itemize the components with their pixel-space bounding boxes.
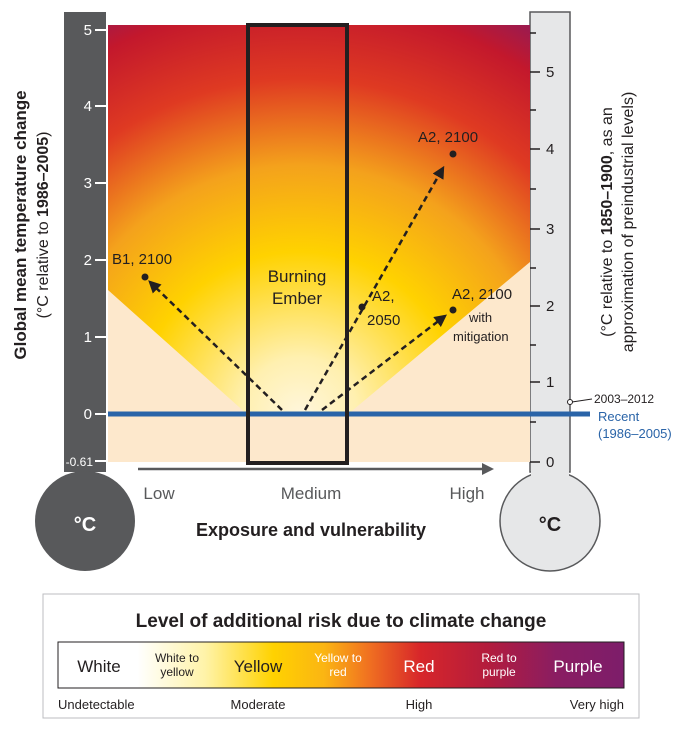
left-bulb-label: °C — [74, 514, 96, 536]
legend-level-red-to-purple: purple — [482, 665, 516, 679]
x-axis-arrowhead — [482, 463, 494, 475]
right-axis-title-line1: (°C relative to 1850–1900, as an — [599, 107, 616, 337]
x-tick-low: Low — [143, 484, 175, 503]
scenario-label-a2-2050: A2, — [372, 288, 395, 305]
scenario-label-a2-2100-mitigation: A2, 2100 — [452, 286, 512, 303]
point-a2-2050 — [358, 303, 366, 311]
left-tick-marks — [95, 29, 106, 462]
arrow-a2-2100 — [303, 165, 445, 411]
left-tick-label: 3 — [84, 175, 92, 192]
callout-leader — [571, 398, 593, 403]
legend-title: Level of additional risk due to climate … — [136, 611, 547, 632]
legend-level-white-to-yellow: White to — [155, 651, 199, 665]
left-tick-label: 1 — [84, 329, 92, 346]
point-a2-2100 — [449, 150, 457, 158]
scenario-points — [141, 150, 457, 314]
callout-marker — [567, 399, 573, 405]
x-tick-medium: Medium — [281, 484, 341, 503]
right-thermometer-tube — [529, 11, 571, 473]
recent-callout: 2003–2012 Recent (1986–2005) — [567, 392, 672, 441]
scenario-arrows — [148, 165, 447, 411]
low-risk-region-left — [108, 290, 248, 462]
legend-level-red-to-purple: Red to — [481, 651, 517, 665]
left-axis-title-text: Global mean temperature change — [11, 90, 30, 359]
legend-scale-undetectable: Undetectable — [58, 697, 135, 712]
low-risk-region-center — [248, 415, 347, 462]
right-axis-title-line2: approximation of preindustrial levels) — [620, 92, 637, 353]
arrow-b1-2100 — [148, 280, 283, 411]
right-axis-title: (°C relative to 1850–1900, as an approxi… — [599, 92, 637, 353]
left-thermometer-bulb — [35, 471, 135, 571]
scenario-label-mitigation: mitigation — [453, 329, 509, 344]
recent-period: (1986–2005) — [598, 426, 672, 441]
burning-ember-box — [246, 23, 349, 465]
right-tick-label: 5 — [546, 64, 554, 81]
ember-label-line1: Burning — [268, 267, 327, 286]
legend-level-purple: Purple — [553, 657, 602, 676]
right-tick-marks — [530, 32, 540, 463]
left-thermometer-tube — [64, 12, 106, 472]
right-thermometer: °C 5 4 3 2 1 0 — [499, 11, 601, 572]
scenario-label-a2-2050: 2050 — [367, 312, 400, 329]
left-tick-label: 2 — [84, 252, 92, 269]
point-b1-2100 — [141, 273, 149, 281]
risk-legend: Level of additional risk due to climate … — [42, 593, 640, 719]
legend-scale-moderate: Moderate — [231, 697, 286, 712]
legend-level-yellow: Yellow — [234, 657, 283, 676]
left-thermometer: °C 5 4 3 2 1 0 -0.61 — [35, 12, 135, 571]
right-bulb-label: °C — [539, 514, 561, 536]
arrow-a2-2100-mitigation — [321, 314, 447, 411]
x-axis-title: Exposure and vulnerability — [196, 520, 426, 540]
scenario-label-b1-2100: B1, 2100 — [112, 251, 172, 268]
legend-gradient-bar — [57, 641, 625, 689]
scenario-label-a2-2100: A2, 2100 — [418, 129, 478, 146]
legend-level-white-to-yellow: yellow — [160, 665, 194, 679]
right-tick-label: 0 — [546, 454, 554, 471]
right-tick-label: 2 — [546, 298, 554, 315]
ember-label-line2: Ember — [272, 289, 322, 308]
legend-scale-high: High — [406, 697, 433, 712]
right-tick-label: 4 — [546, 141, 554, 158]
left-axis-subtitle: (°C relative to 1986–2005) — [35, 132, 52, 319]
legend-level-red: Red — [403, 657, 434, 676]
legend-level-yellow-to-red: red — [329, 665, 346, 679]
right-tick-label: 1 — [546, 374, 554, 391]
legend-level-white: White — [77, 657, 120, 676]
point-a2-2100-mitigation — [449, 306, 457, 314]
left-tick-label: 0 — [84, 406, 92, 423]
callout-period: 2003–2012 — [594, 392, 654, 406]
left-axis-title: Global mean temperature change (°C relat… — [11, 90, 52, 359]
legend-scale-very-high: Very high — [570, 697, 624, 712]
x-axis: Low Medium High Exposure and vulnerabili… — [138, 463, 494, 540]
recent-label: Recent — [598, 409, 640, 424]
ember-panel — [108, 25, 530, 462]
left-tick-label: 5 — [84, 22, 92, 39]
scenario-label-mitigation: with — [468, 310, 492, 325]
x-tick-high: High — [450, 484, 485, 503]
left-tick-label: 4 — [84, 98, 92, 115]
legend-level-yellow-to-red: Yellow to — [314, 651, 362, 665]
left-tick-label: -0.61 — [66, 455, 94, 469]
right-tick-label: 3 — [546, 221, 554, 238]
